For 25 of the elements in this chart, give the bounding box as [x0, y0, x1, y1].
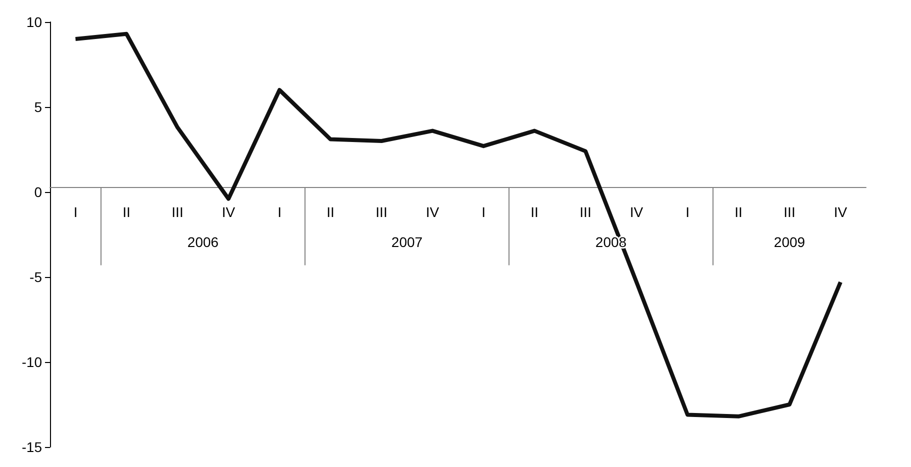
y-tick-label: 5 [34, 99, 42, 115]
x-tick-label: III [376, 204, 388, 220]
x-tick-label: III [580, 204, 592, 220]
y-tick-label: -10 [22, 354, 42, 370]
x-tick-label: IV [222, 204, 236, 220]
x-tick-label: III [784, 204, 796, 220]
y-tick-label: -5 [30, 269, 42, 285]
x-tick-label: I [482, 204, 486, 220]
x-tick-label: II [122, 204, 130, 220]
y-tick-label: 0 [34, 184, 42, 200]
x-tick-label: III [172, 204, 184, 220]
x-tick-label: IV [834, 204, 848, 220]
y-tick-label: -15 [22, 439, 42, 455]
x-tick-label: II [530, 204, 538, 220]
x-tick-label: I [278, 204, 282, 220]
annotation: 2007 [391, 234, 423, 250]
x-tick-label: I [74, 204, 78, 220]
annotation: 2006 [187, 234, 219, 250]
x-tick-label: II [326, 204, 334, 220]
x-tick-label: IV [630, 204, 644, 220]
x-tick-label: IV [426, 204, 440, 220]
x-tick-label: I [686, 204, 690, 220]
annotation: 2009 [774, 234, 806, 250]
x-tick-label: II [734, 204, 742, 220]
y-tick-label: 10 [26, 14, 42, 30]
